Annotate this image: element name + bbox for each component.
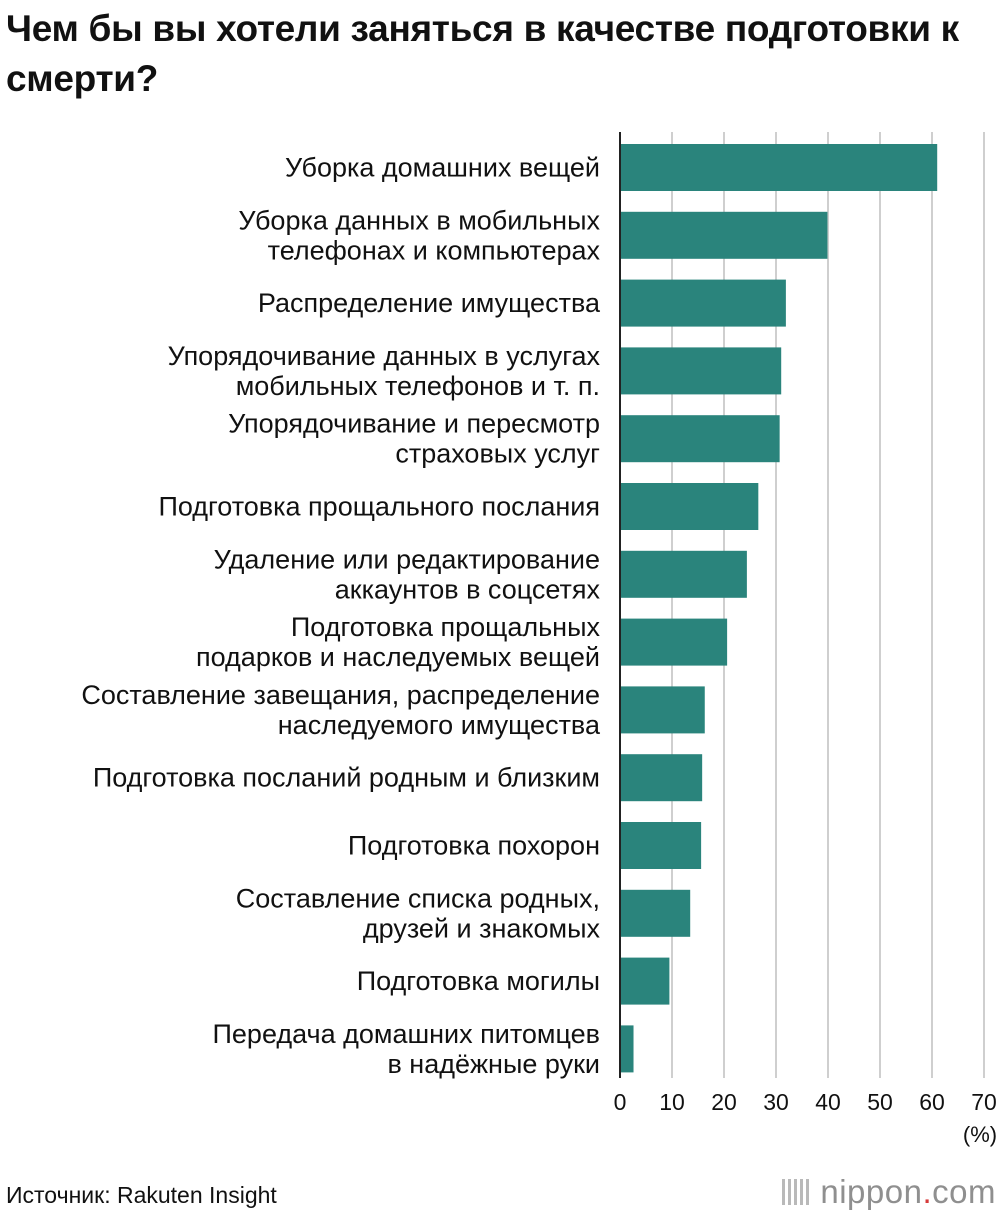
x-unit-label: (%) xyxy=(963,1122,997,1147)
category-label-line: Составление списка родных, xyxy=(236,883,600,913)
category-label-line: Подготовка прощального послания xyxy=(158,492,600,522)
chart-title: Чем бы вы хотели заняться в качестве под… xyxy=(6,8,959,99)
x-tick-label: 50 xyxy=(867,1089,893,1115)
x-tick-label: 10 xyxy=(659,1089,685,1115)
category-label-line: Упорядочивание и пересмотр xyxy=(228,409,600,439)
category-label-line: Подготовка похорон xyxy=(348,831,600,861)
bar xyxy=(620,686,705,734)
category-label-line: наследуемого имущества xyxy=(278,710,601,740)
category-label: Уборка домашних вещей xyxy=(285,153,600,183)
category-label: Распределение имущества xyxy=(258,288,601,318)
bar xyxy=(620,822,702,869)
x-tick-label: 20 xyxy=(711,1089,737,1115)
category-label: Составление списка родных, друзей и знако… xyxy=(236,883,601,943)
category-label: Подготовка похорон xyxy=(348,831,600,861)
bar xyxy=(620,144,938,191)
x-tick-label: 70 xyxy=(971,1089,997,1115)
gridlines xyxy=(671,132,985,1078)
logo-name: nippon xyxy=(820,1173,923,1210)
category-label: Подготовка прощального послания xyxy=(158,492,600,522)
bar xyxy=(620,957,670,1005)
category-label-line: страховых услуг xyxy=(395,439,600,469)
bars xyxy=(620,144,938,1073)
nippon-logo: nippon. com xyxy=(782,1172,996,1212)
category-label-line: Подготовка посланий родным и близким xyxy=(93,763,600,793)
category-label-line: телефонах и компьютерах xyxy=(268,235,601,265)
category-label: Подготовка посланий родным и близким xyxy=(93,763,600,793)
category-label: Составление завещания, распределение насл… xyxy=(81,680,601,740)
bar xyxy=(620,550,747,598)
category-labels: Уборка домашних вещей Уборка данных в моб… xyxy=(81,153,601,1079)
bar xyxy=(620,279,786,327)
category-label-line: Подготовка могилы xyxy=(357,966,600,996)
category-label-line: Уборка данных в мобильных xyxy=(238,205,600,235)
bar xyxy=(620,618,728,666)
category-label: Упорядочивание данных в услугах мобильных… xyxy=(168,341,601,401)
x-tick-label: 30 xyxy=(763,1089,789,1115)
category-label-line: Составление завещания, распределение xyxy=(81,680,600,710)
x-tick-label: 0 xyxy=(614,1089,627,1115)
category-label: Уборка данных в мобильных телефонах и ком… xyxy=(238,205,600,265)
category-label: Упорядочивание и пересмотр страховых услу… xyxy=(228,409,600,469)
x-tick-labels: 0 10 20 30 40 50 60 70 xyxy=(614,1089,997,1115)
category-label: Подготовка могилы xyxy=(357,966,600,996)
category-label-line: мобильных телефонов и т. п. xyxy=(236,371,600,401)
category-label-line: подарков и наследуемых вещей xyxy=(196,642,600,672)
category-label-line: Уборка домашних вещей xyxy=(285,153,600,183)
category-label: Удаление или редактирование аккаунтов в с… xyxy=(214,544,601,604)
category-label-line: Передача домашних питомцев xyxy=(213,1019,601,1049)
bar xyxy=(620,754,703,802)
category-label-line: Удаление или редактирование xyxy=(214,544,600,574)
bar xyxy=(620,211,828,259)
category-label-line: Распределение имущества xyxy=(258,288,601,318)
category-label-line: друзей и знакомых xyxy=(363,913,601,943)
bar xyxy=(620,889,691,937)
logo-suffix: com xyxy=(932,1173,996,1210)
category-label: Подготовка прощальных подарков и наследуе… xyxy=(196,612,600,672)
bar xyxy=(620,415,780,463)
category-label-line: аккаунтов в соцсетях xyxy=(335,574,601,604)
x-tick-label: 40 xyxy=(815,1089,841,1115)
category-label: Передача домашних питомцев в надёжные рук… xyxy=(213,1019,601,1079)
logo-bars-icon xyxy=(782,1179,813,1205)
logo-dot: . xyxy=(922,1173,933,1210)
category-label-line: Упорядочивание данных в услугах xyxy=(168,341,601,371)
bar xyxy=(620,483,759,530)
category-label-line: Подготовка прощальных xyxy=(291,612,601,642)
bar xyxy=(620,1025,634,1073)
category-label-line: в надёжные руки xyxy=(387,1049,600,1079)
source-note: Источник: Rakuten Insight xyxy=(6,1182,277,1208)
bar xyxy=(620,347,782,395)
x-tick-label: 60 xyxy=(919,1089,945,1115)
